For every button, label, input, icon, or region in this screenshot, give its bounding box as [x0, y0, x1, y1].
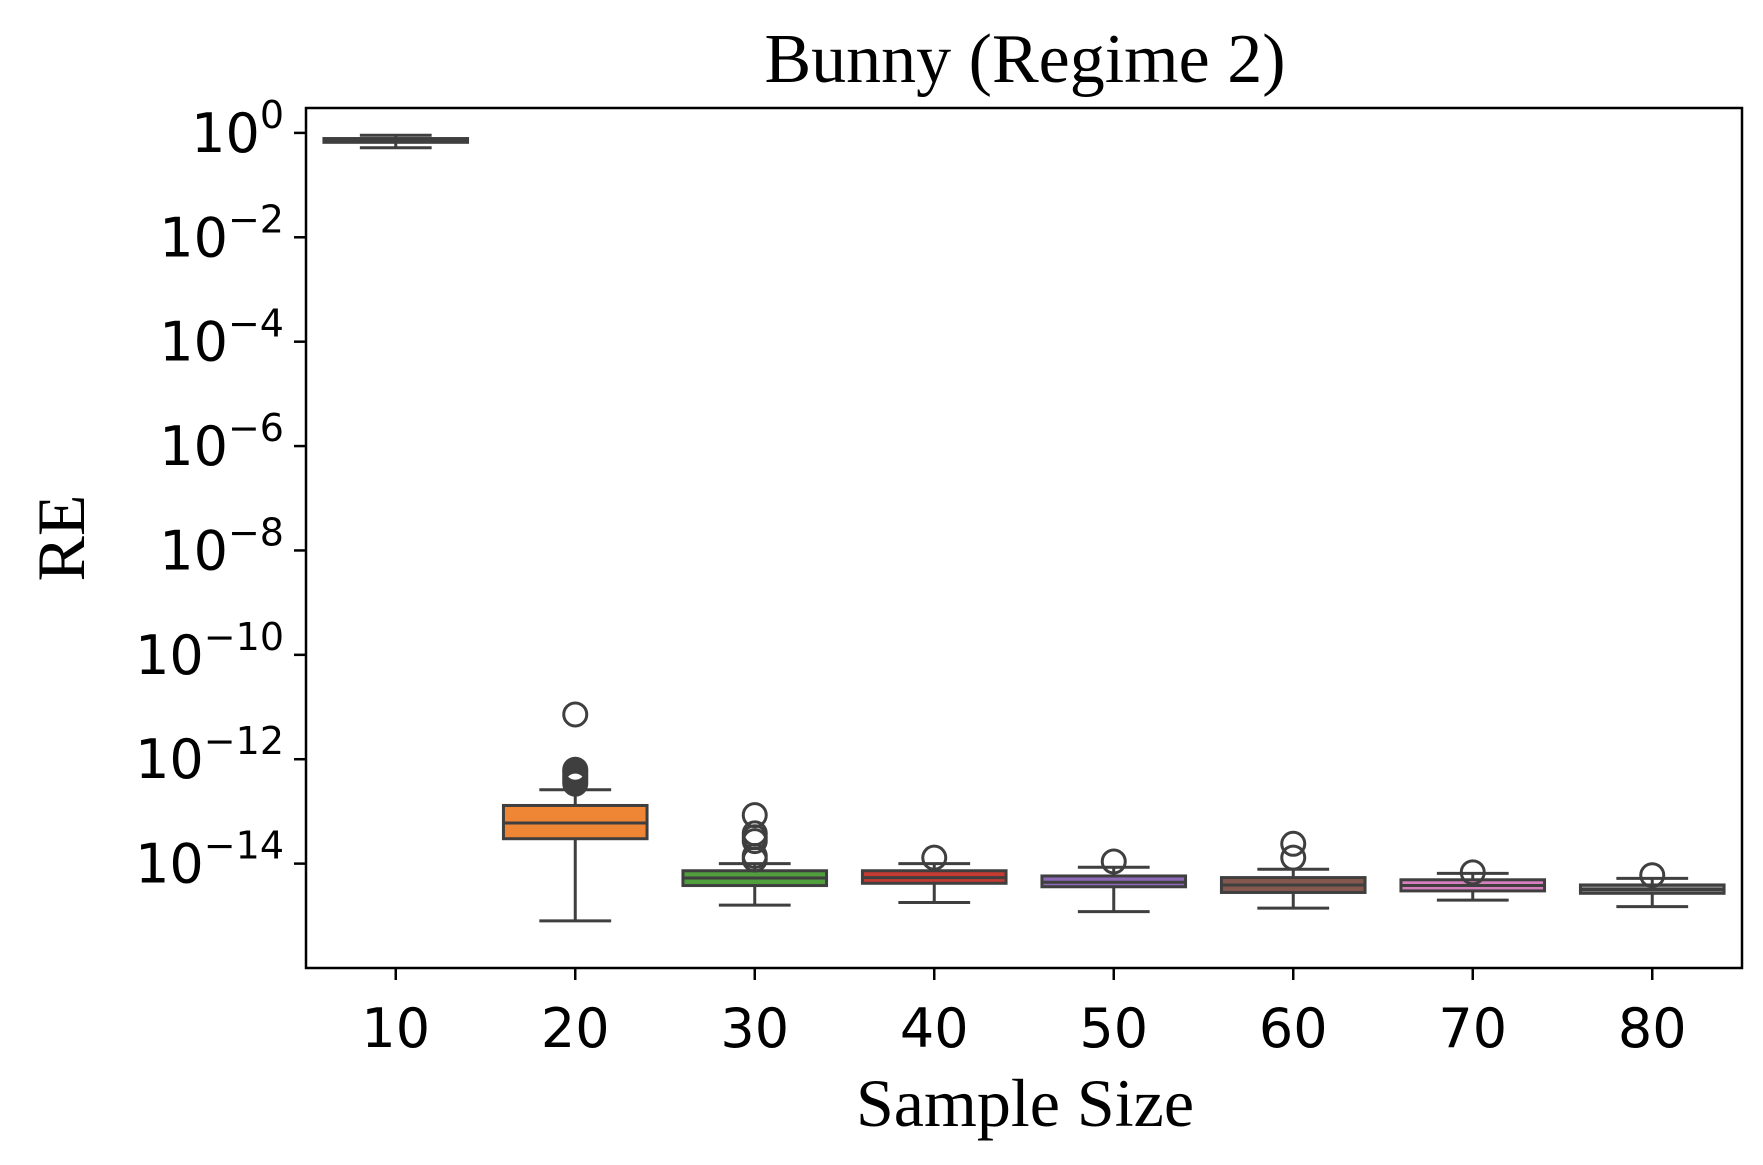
chart-title: Bunny (Regime 2) — [764, 21, 1285, 98]
outlier-point — [1100, 848, 1127, 875]
outlier-point — [1459, 859, 1486, 886]
y-tick-label: 10−6 — [159, 406, 284, 478]
y-tick-label: 10−4 — [159, 302, 284, 374]
outlier-point — [1280, 844, 1307, 871]
x-tick-label: 50 — [1079, 997, 1148, 1060]
box-group-80 — [1578, 862, 1726, 909]
box-group-60 — [1219, 830, 1367, 910]
outlier-point — [741, 846, 768, 873]
x-tick-label: 70 — [1438, 997, 1507, 1060]
y-tick-label: 10−12 — [135, 719, 284, 791]
outlier-point — [1280, 830, 1307, 857]
plot-area — [322, 133, 1726, 923]
outlier-point — [741, 828, 768, 855]
y-tick-label: 10−2 — [159, 197, 284, 269]
outlier-point — [562, 756, 589, 783]
axes-frame — [304, 106, 1744, 970]
box-group-40 — [860, 844, 1008, 904]
x-axis: 10 20 30 40 50 60 70 80 — [361, 968, 1687, 1060]
x-tick-label: 40 — [900, 997, 969, 1060]
box-group-30 — [681, 802, 829, 907]
x-tick-label: 80 — [1618, 997, 1687, 1060]
y-axis: 100 10−2 10−4 10−6 10−8 10−10 10−12 10−14 — [135, 93, 306, 896]
y-tick-label: 10−14 — [135, 824, 284, 896]
x-axis-label: Sample Size — [856, 1065, 1194, 1141]
box-group-10 — [322, 133, 470, 150]
box-group-20 — [501, 701, 649, 923]
y-tick-label: 100 — [191, 93, 284, 165]
box-group-70 — [1399, 859, 1547, 902]
outlier-point — [921, 844, 948, 871]
y-tick-label: 10−8 — [159, 510, 284, 582]
x-tick-label: 20 — [541, 997, 610, 1060]
outlier-point — [562, 701, 589, 728]
box-group-50 — [1040, 848, 1188, 914]
x-tick-label: 60 — [1259, 997, 1328, 1060]
y-axis-label: RE — [23, 495, 99, 582]
y-tick-label: 10−10 — [135, 615, 284, 687]
outlier-point — [1639, 862, 1666, 889]
x-tick-label: 10 — [361, 997, 430, 1060]
x-tick-label: 30 — [720, 997, 789, 1060]
